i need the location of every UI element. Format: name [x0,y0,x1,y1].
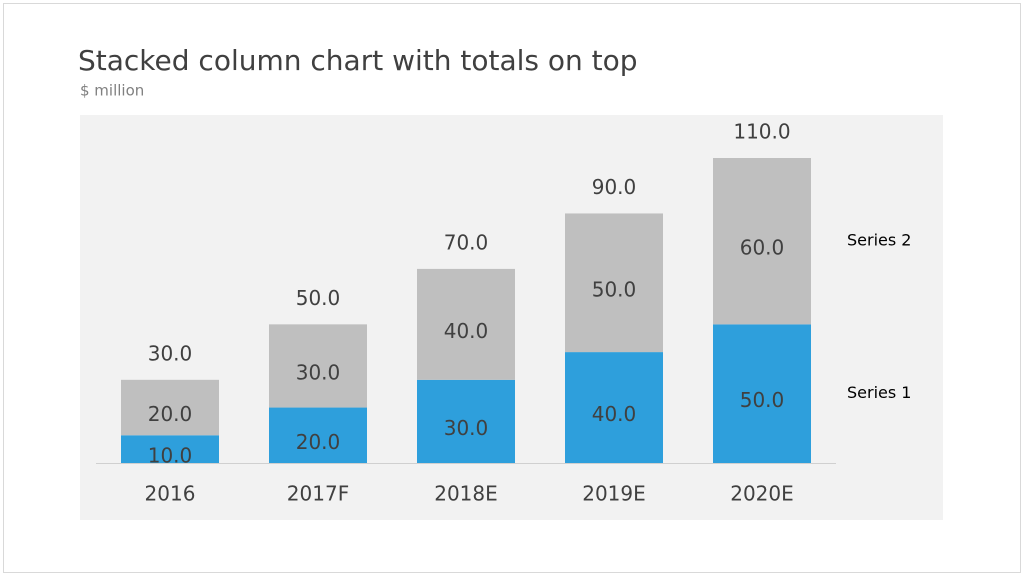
legend-label: Series 2 [847,231,911,250]
bar-segment [713,324,811,463]
x-tick-label: 2019E [582,482,646,506]
bar-segment [565,352,663,463]
data-label: 10.0 [148,444,193,468]
x-tick-label: 2018E [434,482,498,506]
data-label: 60.0 [740,236,785,260]
total-label: 50.0 [296,286,341,310]
data-label: 20.0 [296,430,341,454]
data-label: 50.0 [740,388,785,412]
total-label: 30.0 [148,341,193,365]
total-label: 90.0 [592,175,637,199]
data-label: 40.0 [444,319,489,343]
bar-segment [417,379,515,463]
bar-segment [121,379,219,436]
legend-label: Series 1 [847,383,911,402]
chart-subtitle: $ million [80,82,144,100]
total-label: 110.0 [733,120,790,144]
data-label: 20.0 [148,402,193,426]
data-label: 40.0 [592,402,637,426]
chart-title: Stacked column chart with totals on top [78,44,638,77]
bar-segment [417,268,515,380]
bar-segment [565,213,663,353]
bar-segment [269,407,367,463]
bar-segment [269,324,367,408]
data-label: 30.0 [296,360,341,384]
x-tick-label: 2020E [730,482,794,506]
bar-segment [713,158,811,325]
total-label: 70.0 [444,230,489,254]
bar-segment [121,435,219,463]
x-tick-label: 2017F [287,482,349,506]
data-label: 30.0 [444,416,489,440]
x-tick-label: 2016 [145,482,196,506]
data-label: 50.0 [592,277,637,301]
